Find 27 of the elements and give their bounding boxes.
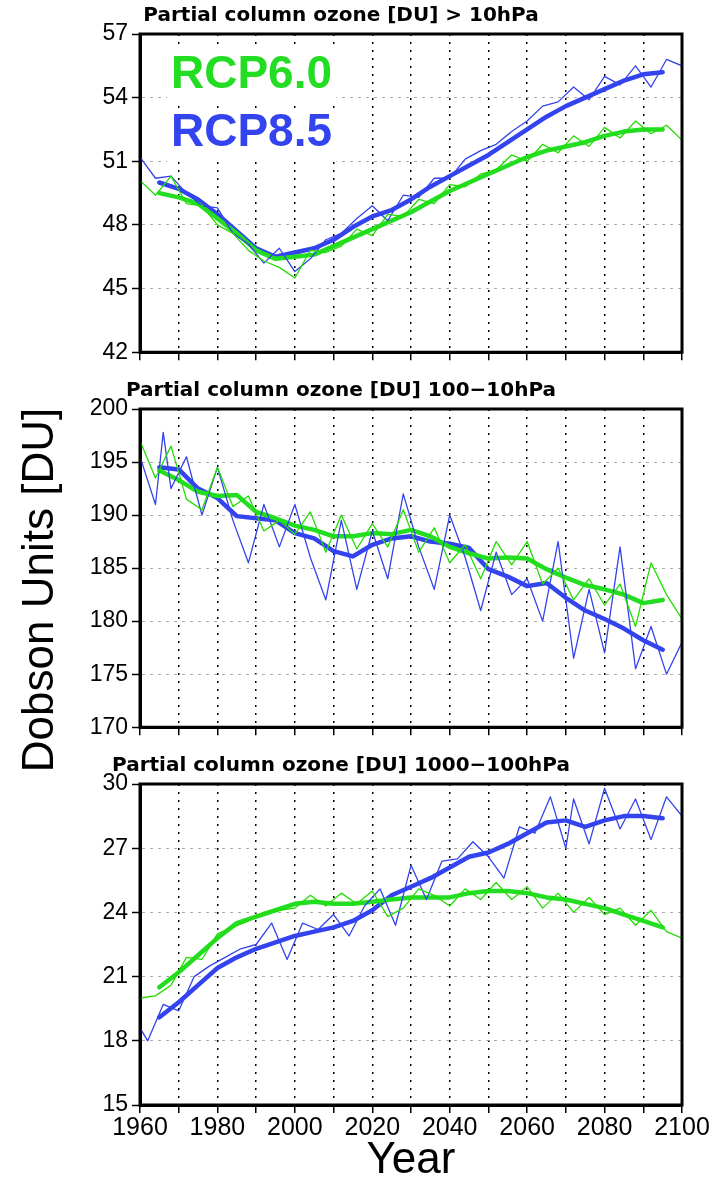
y-tick-label: 185 [89,553,128,580]
x-tick-label: 2100 [654,1111,710,1140]
x-tick-label: 2000 [267,1111,323,1140]
y-tick-label: 21 [102,961,128,988]
y-tick-label: 51 [102,146,128,173]
y-axis-title: Dobson Units [DU] [13,407,63,773]
y-tick-label: 18 [102,1026,128,1053]
x-tick-label: 2060 [499,1111,555,1140]
y-tick-label: 195 [89,447,128,474]
series-label: RCP8.5 [171,103,333,156]
text: RCP6.0 [171,45,333,98]
y-tick-label: 48 [102,210,128,237]
chart-title: Partial column ozone [DU] > 10hPa [143,2,539,27]
x-tick-label: 2040 [421,1111,478,1140]
y-tick-label: 170 [89,712,128,739]
y-tick-label: 175 [89,659,128,686]
y-tick-label: 57 [102,19,128,46]
x-tick-label: 1980 [189,1111,246,1140]
y-tick-label: 27 [102,833,128,860]
y-tick-label: 200 [89,394,128,421]
y-tick-label: 180 [89,606,128,633]
y-tick-label: 54 [102,82,129,109]
y-tick-label: 190 [89,500,128,527]
y-tick-label: 42 [102,337,128,364]
y-tick-label: 24 [102,897,129,924]
x-tick-label: 2080 [576,1111,633,1140]
y-tick-label: 45 [102,273,128,300]
